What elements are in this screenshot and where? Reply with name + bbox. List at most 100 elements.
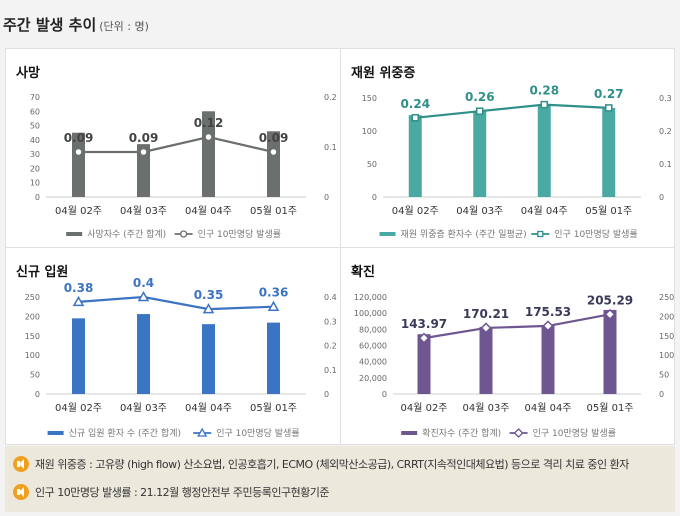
line-point xyxy=(137,290,150,302)
legend-marker xyxy=(513,428,524,438)
page-title-text: 주간 발생 추이 xyxy=(3,16,97,34)
x-tick-label: 04월 03주 xyxy=(462,402,509,414)
data-label: 0.09 xyxy=(64,131,94,145)
line-point xyxy=(476,107,484,115)
legend-marker xyxy=(197,427,208,437)
data-label: 0.28 xyxy=(529,84,559,98)
y-tick-left: 100,000 xyxy=(354,309,387,318)
bar xyxy=(267,322,280,394)
speaker-icon xyxy=(13,456,29,472)
bar xyxy=(473,110,487,197)
bar xyxy=(417,334,431,394)
bar xyxy=(479,326,493,394)
chart-panel-admissions: 신규 입원 0 50 100 150 200 250 0 0.1 0.2 0.3 0.4 04월 02주… xyxy=(6,248,340,446)
legend-marker xyxy=(537,230,544,238)
y-tick-left: 250 xyxy=(25,293,40,302)
y-tick-left: 20,000 xyxy=(359,374,387,383)
chart-severe: 재원 위중증 0 50 100 150 0 0.1 0.2 0.3 04월 02주 04월 03주 0… xyxy=(351,66,672,240)
data-label: 170.21 xyxy=(463,307,509,321)
x-tick-label: 04월 03주 xyxy=(120,205,167,217)
legend-marker xyxy=(179,230,188,238)
line-point xyxy=(74,147,83,157)
line-point xyxy=(411,114,419,122)
line-point xyxy=(139,147,148,157)
y-tick-left: 50 xyxy=(367,160,377,169)
speaker-icon xyxy=(13,484,29,500)
x-tick-label: 04월 03주 xyxy=(456,205,503,217)
line-point xyxy=(480,322,492,334)
x-tick-label: 05월 01주 xyxy=(250,205,297,217)
line-point xyxy=(418,332,430,344)
y-tick-right: 0.2 xyxy=(324,93,337,102)
y-tick-right: 0 xyxy=(324,390,329,399)
chart-panel-cases: 확진 0 20,000 40,000 60,000 80,000 100,000 120,00… xyxy=(341,248,675,446)
chart-deaths: 사망 0 10 20 30 40 50 60 70 0 0.1 0.2 04월 02주 04월 03주 04… xyxy=(16,65,337,240)
bar xyxy=(72,318,85,394)
line-point xyxy=(269,147,278,157)
vertical-divider xyxy=(340,49,341,444)
legend-swatch-bar xyxy=(47,431,64,435)
y-tick-right: 50 xyxy=(659,371,669,380)
y-tick-right: 0.2 xyxy=(659,127,672,136)
x-tick-label: 04월 02주 xyxy=(400,402,447,414)
page-header: 주간 발생 추이 (단위 : 명) xyxy=(0,0,680,48)
y-tick-left: 80,000 xyxy=(359,325,387,334)
y-tick-right: 0 xyxy=(659,390,664,399)
line-point xyxy=(542,320,554,332)
bar xyxy=(408,115,422,197)
x-tick-label: 04월 03주 xyxy=(120,402,167,414)
bar xyxy=(137,144,150,197)
series-line xyxy=(415,103,609,119)
bar xyxy=(202,324,215,394)
line-point xyxy=(605,104,613,112)
y-tick-left: 50 xyxy=(30,122,40,131)
y-tick-left: 50 xyxy=(30,371,40,380)
data-label: 0.09 xyxy=(129,131,159,145)
legend-swatch-bar xyxy=(401,431,418,435)
y-tick-left: 60,000 xyxy=(359,342,387,351)
chart-grid: 사망 0 10 20 30 40 50 60 70 0 0.1 0.2 04월 02주 04월 03주 04… xyxy=(5,48,675,445)
y-tick-right: 0.2 xyxy=(324,342,337,351)
y-tick-left: 100 xyxy=(25,351,40,360)
y-tick-right: 0 xyxy=(659,193,664,202)
x-tick-label: 05월 01주 xyxy=(250,402,297,414)
data-label: 0.26 xyxy=(465,90,495,104)
y-tick-left: 0 xyxy=(372,193,377,202)
note-text: 재원 위중증 : 고유량 (high flow) 산소요법, 인공호흡기, EC… xyxy=(35,458,629,471)
legend-label-line: 인구 10만명당 발생률 xyxy=(216,428,299,439)
y-tick-left: 30 xyxy=(30,150,40,159)
line-point xyxy=(267,300,280,311)
y-tick-right: 0.1 xyxy=(324,366,337,375)
chart-panel-deaths: 사망 0 10 20 30 40 50 60 70 0 0.1 0.2 04월 02주 04월 03주 04… xyxy=(6,49,340,247)
legend-label-line: 인구 10만명당 발생률 xyxy=(554,229,637,240)
bar xyxy=(137,314,150,394)
y-tick-right: 250 xyxy=(659,293,674,302)
legend-label-line: 인구 10만명당 발생률 xyxy=(533,428,616,439)
y-tick-left: 20 xyxy=(30,164,40,173)
legend-swatch-bar xyxy=(379,232,396,236)
chart-title: 사망 xyxy=(16,65,40,81)
legend-label-bar: 신규 입원 환자 수 (주간 합계) xyxy=(69,427,181,439)
x-tick-label: 04월 02주 xyxy=(392,205,439,217)
line-point xyxy=(202,303,215,314)
line-point xyxy=(72,295,85,307)
line-point xyxy=(604,308,616,320)
data-label: 0.12 xyxy=(194,116,224,130)
data-label: 0.4 xyxy=(133,276,154,290)
notes-box: 재원 위중증 : 고유량 (high flow) 산소요법, 인공호흡기, EC… xyxy=(5,446,675,512)
series-line xyxy=(423,313,611,340)
data-label: 0.09 xyxy=(259,131,289,145)
chart-cases: 확진 0 20,000 40,000 60,000 80,000 100,000 120,00… xyxy=(351,264,674,439)
data-label: 0.24 xyxy=(400,97,430,111)
legend-label-line: 인구 10만명당 발생률 xyxy=(198,229,281,240)
chart-title: 신규 입원 xyxy=(16,265,68,280)
y-tick-left: 70 xyxy=(30,93,40,102)
data-label: 143.97 xyxy=(401,317,447,331)
y-tick-left: 200 xyxy=(25,312,40,321)
x-tick-label: 04월 04주 xyxy=(185,402,232,414)
y-tick-left: 40,000 xyxy=(359,358,387,367)
bar xyxy=(603,309,617,394)
y-tick-left: 0 xyxy=(35,193,40,202)
y-tick-left: 100 xyxy=(362,127,377,136)
bar xyxy=(267,131,280,197)
